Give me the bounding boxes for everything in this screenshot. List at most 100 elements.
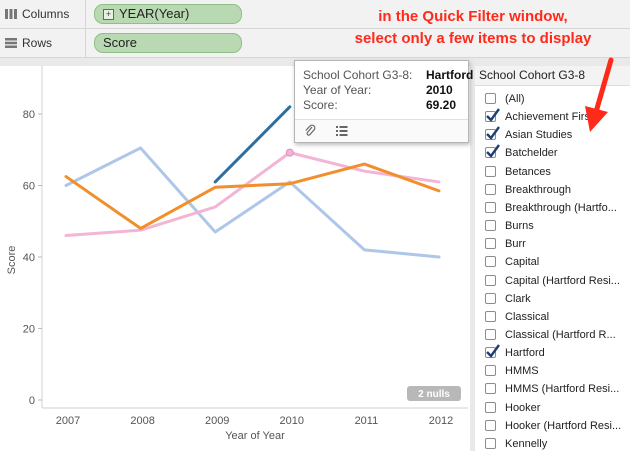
year-pill-label: YEAR(Year)	[119, 6, 190, 21]
filter-checkbox[interactable]	[485, 383, 496, 395]
filter-item-label: Capital (Hartford Resi...	[505, 274, 620, 287]
line-chart[interactable]: 0 20 40 60 80 2007 2008 2009 2010 2011 2012 Year of…	[0, 66, 470, 451]
red-arrow-icon	[585, 57, 614, 132]
filter-item[interactable]: Classical (Hartford R...	[485, 326, 630, 344]
filter-item[interactable]: Classical	[485, 308, 630, 326]
filter-item-label: Breakthrough	[505, 183, 572, 196]
filter-checkbox[interactable]	[485, 292, 496, 304]
filter-item-label: Kennelly	[505, 437, 548, 450]
filter-checkbox[interactable]	[485, 201, 496, 213]
x-tick-label: 2007	[56, 415, 80, 427]
paperclip-icon[interactable]	[303, 124, 317, 138]
filter-item-label: Clark	[505, 292, 531, 305]
series-line-4[interactable]	[213, 105, 292, 184]
filter-checkbox[interactable]	[485, 256, 496, 268]
filter-item-label: Asian Studies	[505, 129, 573, 142]
annotation-line-2: select only a few items to display	[354, 30, 592, 47]
nulls-indicator[interactable]: 2 nulls	[407, 386, 461, 401]
filter-item[interactable]: Batchelder	[485, 144, 630, 162]
columns-shelf: Columns + YEAR(Year)	[0, 0, 630, 29]
tooltip-label-cohort: School Cohort G3-8:	[303, 68, 413, 82]
filter-checkbox[interactable]	[485, 365, 496, 377]
filter-item-label: HMMS	[505, 365, 539, 378]
x-tick-label: 2008	[130, 415, 154, 427]
score-pill[interactable]: Score	[94, 33, 242, 53]
filter-checkbox[interactable]	[485, 183, 496, 195]
filter-item[interactable]: Kennelly	[485, 435, 630, 451]
y-tick-label: 20	[23, 324, 35, 336]
quick-filter-title: School Cohort G3-8	[475, 66, 630, 86]
y-tick-label: 0	[29, 395, 35, 407]
x-tick-label: 2010	[280, 415, 304, 427]
y-tick-label: 80	[23, 109, 35, 121]
rows-shelf: Rows Score	[0, 29, 630, 58]
x-tick-label: 2011	[355, 415, 379, 427]
rows-shelf-label: Rows	[0, 29, 86, 57]
filter-item[interactable]: Burr	[485, 235, 630, 253]
mark-tooltip: School Cohort G3-8: Hartford Year of Yea…	[294, 60, 473, 143]
filter-item[interactable]: Hartford	[485, 344, 630, 362]
filter-item[interactable]: Breakthrough	[485, 181, 630, 199]
nulls-label: 2 nulls	[418, 389, 450, 400]
tooltip-value-cohort: Hartford	[426, 68, 474, 82]
filter-item[interactable]: Clark	[485, 290, 630, 308]
checkmark-icon	[486, 108, 500, 122]
x-tick-label: 2009	[205, 415, 229, 427]
filter-item-label: Betances	[505, 165, 551, 178]
checkmark-icon	[486, 344, 500, 358]
filter-checkbox[interactable]	[485, 401, 496, 413]
filter-checkbox[interactable]	[485, 93, 496, 104]
score-pill-label: Score	[103, 35, 137, 50]
tooltip-value-year: 2010	[426, 83, 453, 97]
columns-shelf-label: Columns	[0, 0, 86, 28]
filter-checkbox[interactable]	[485, 328, 496, 340]
filter-item[interactable]: Breakthrough (Hartfo...	[485, 199, 630, 217]
filter-item-label: Breakthrough (Hartfo...	[505, 201, 617, 214]
tooltip-label-score: Score:	[303, 98, 338, 112]
highlighted-data-point[interactable]	[285, 148, 294, 157]
filter-item[interactable]: (All)	[485, 90, 630, 108]
expand-plus-icon[interactable]: +	[103, 9, 114, 20]
series-line-1[interactable]	[64, 146, 441, 259]
filter-checkbox[interactable]	[485, 144, 500, 159]
filter-item[interactable]: Burns	[485, 217, 630, 235]
filter-item[interactable]: Achievement First	[485, 108, 630, 126]
series-line-3[interactable]	[64, 162, 441, 230]
filter-item[interactable]: Betances	[485, 163, 630, 181]
filter-item-label: (All)	[505, 93, 525, 105]
filter-item-label: Batchelder	[505, 147, 558, 160]
filter-item[interactable]: Asian Studies	[485, 126, 630, 144]
filter-checkbox[interactable]	[485, 437, 496, 449]
filter-item-label: Hartford	[505, 347, 545, 360]
filter-checkbox[interactable]	[485, 238, 496, 250]
y-axis-title: Score	[6, 246, 18, 275]
data-table-icon[interactable]	[335, 124, 349, 138]
filter-checkbox[interactable]	[485, 344, 500, 359]
filter-item-label: Burns	[505, 220, 534, 233]
filter-checkbox[interactable]	[485, 108, 500, 123]
series-line-2[interactable]	[64, 151, 441, 238]
filter-item-label: Classical	[505, 310, 550, 323]
x-tick-label: 2012	[429, 415, 453, 427]
filter-item[interactable]: HMMS	[485, 362, 630, 380]
year-pill[interactable]: + YEAR(Year)	[94, 4, 242, 24]
y-tick-label: 60	[23, 181, 35, 193]
tooltip-action-bar	[295, 119, 468, 142]
filter-item[interactable]: HMMS (Hartford Resi...	[485, 380, 630, 398]
filter-item[interactable]: Hooker (Hartford Resi...	[485, 417, 630, 435]
columns-icon	[5, 9, 17, 19]
filter-checkbox[interactable]	[485, 274, 496, 286]
tooltip-label-year: Year of Year:	[303, 83, 372, 97]
filter-checkbox[interactable]	[485, 165, 496, 177]
filter-item[interactable]: Hooker	[485, 399, 630, 417]
instruction-annotation: in the Quick Filter window, select only …	[318, 6, 628, 50]
pane-divider[interactable]	[470, 66, 475, 451]
y-tick-label: 40	[23, 252, 35, 264]
filter-checkbox[interactable]	[485, 126, 500, 141]
tooltip-value-score: 69.20	[426, 98, 457, 112]
filter-checkbox[interactable]	[485, 220, 496, 232]
filter-item[interactable]: Capital (Hartford Resi...	[485, 272, 630, 290]
filter-checkbox[interactable]	[485, 419, 496, 431]
filter-item[interactable]: Capital	[485, 253, 630, 271]
filter-checkbox[interactable]	[485, 310, 496, 322]
